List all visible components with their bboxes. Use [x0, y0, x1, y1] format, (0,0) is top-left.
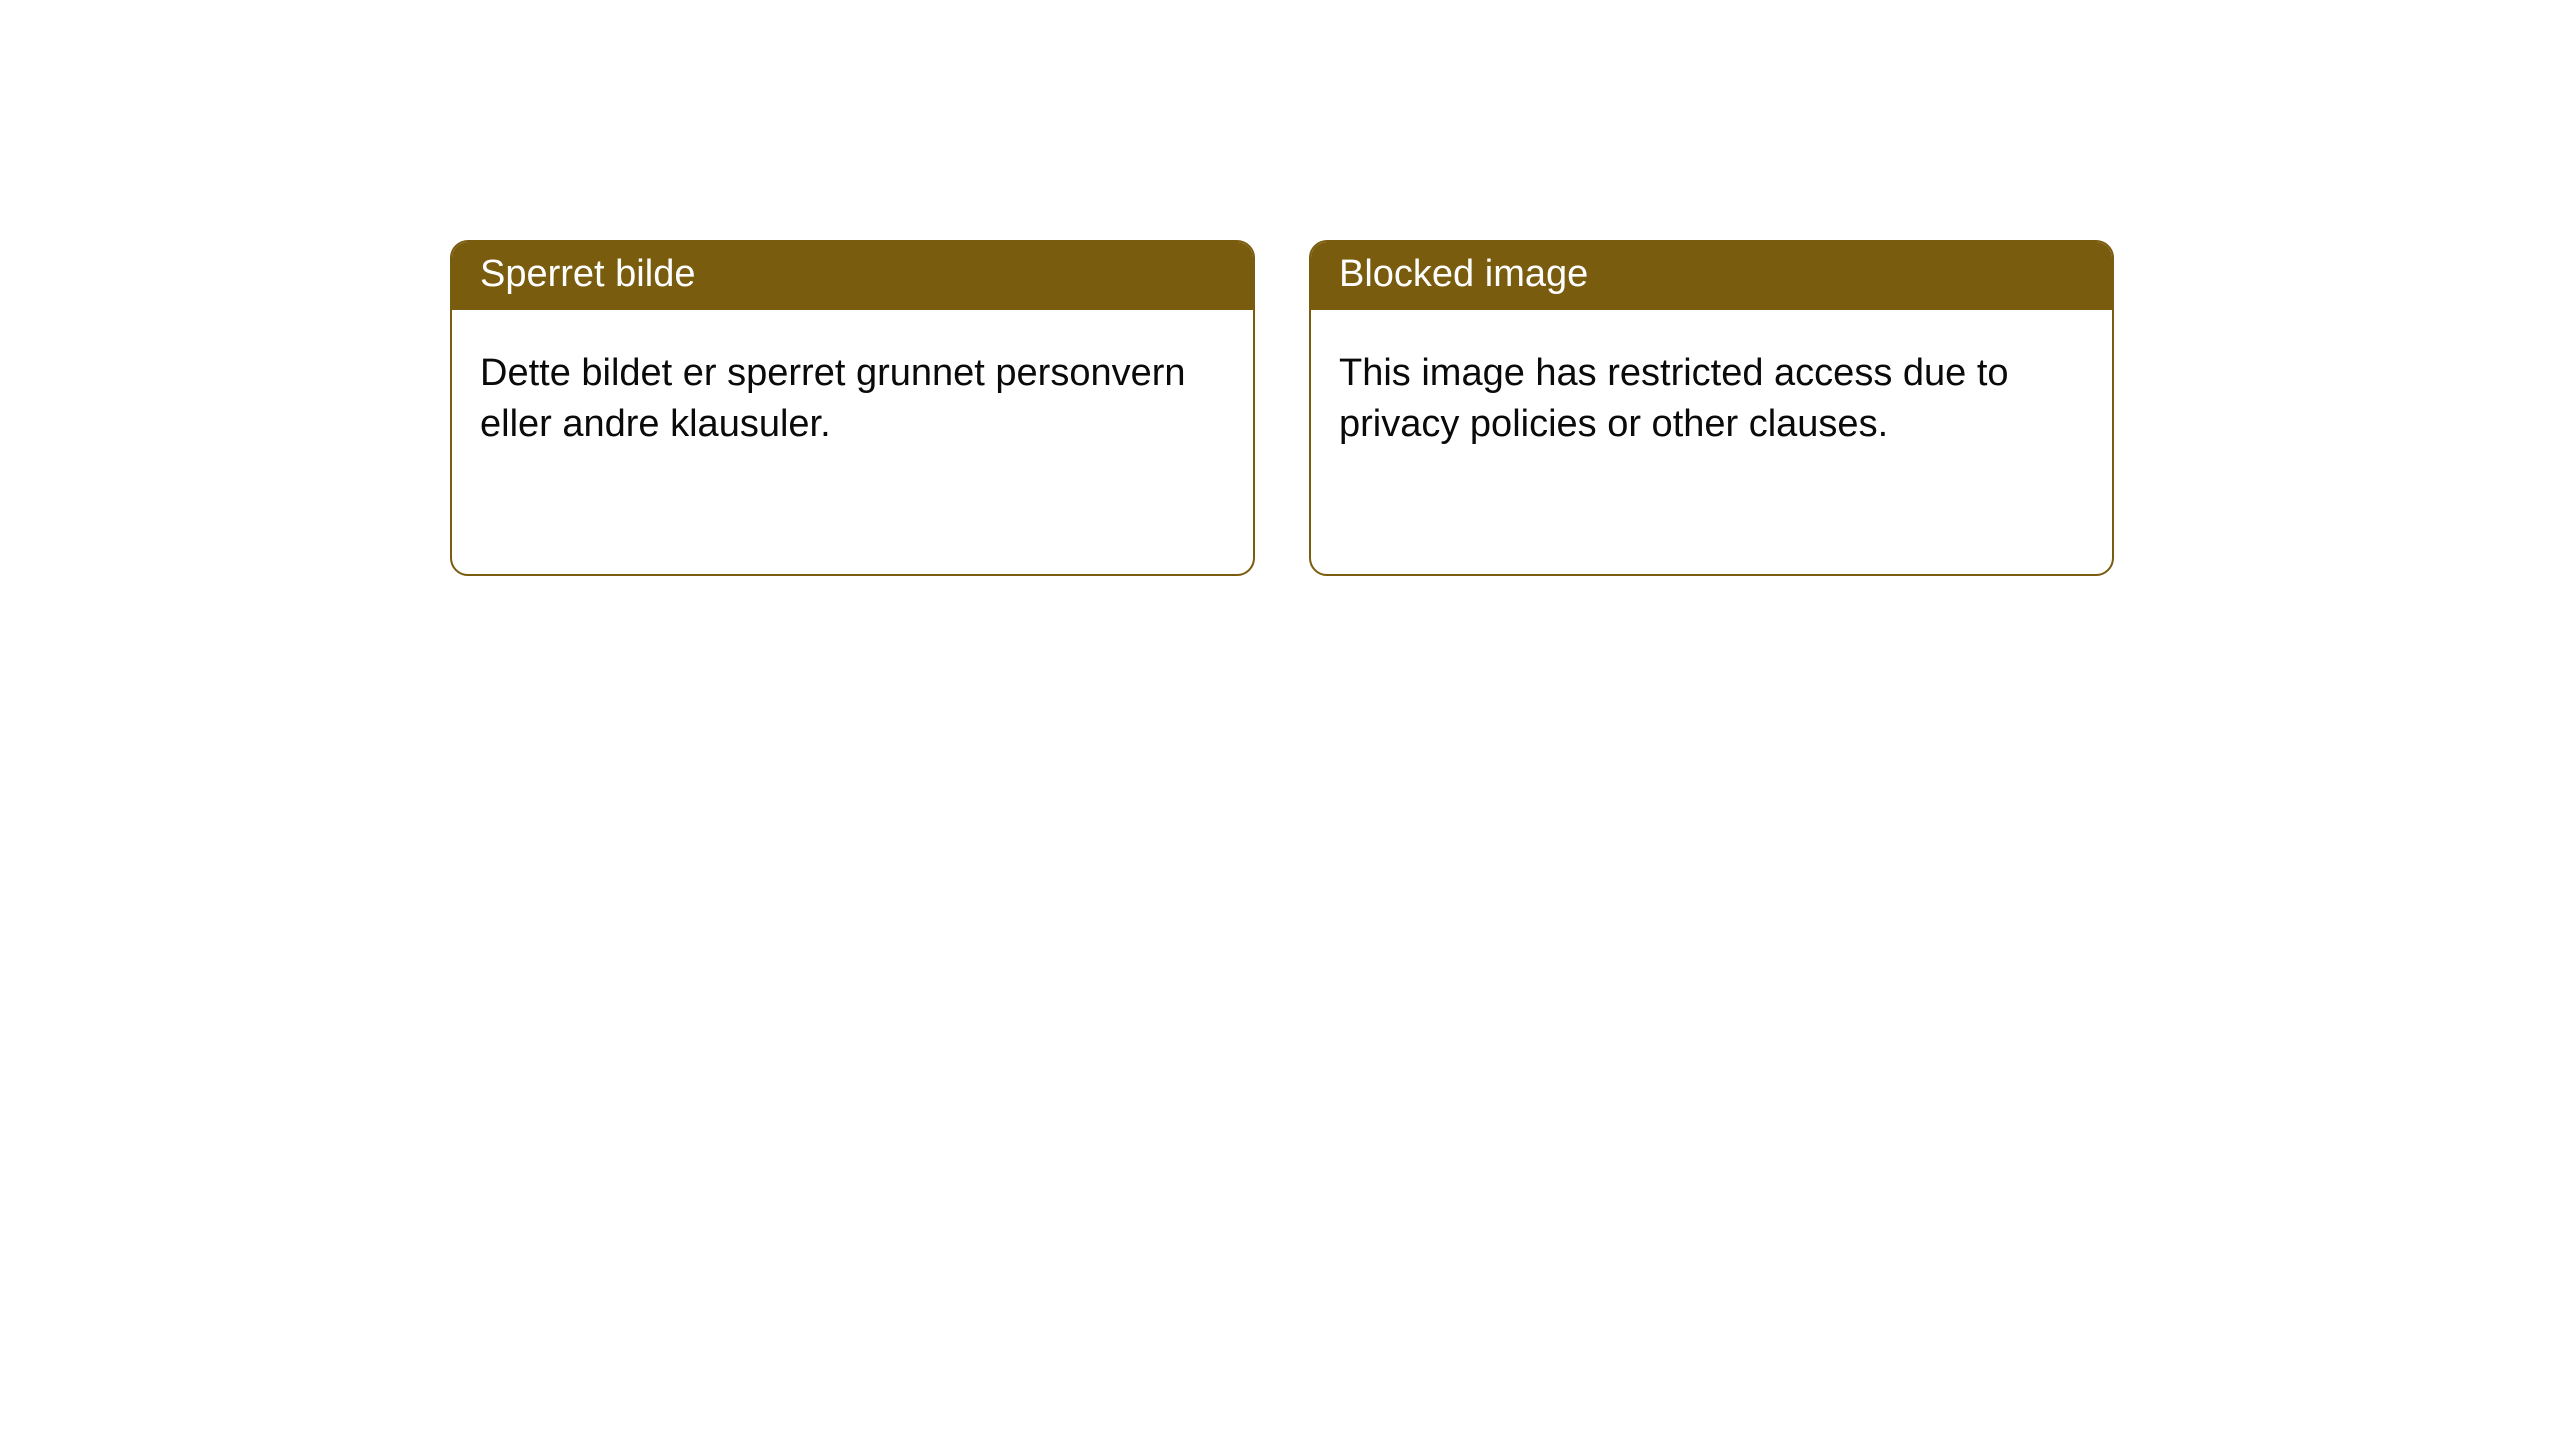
notice-header: Sperret bilde	[452, 242, 1253, 310]
notice-body: Dette bildet er sperret grunnet personve…	[452, 310, 1253, 479]
notice-body-text: Dette bildet er sperret grunnet personve…	[480, 352, 1186, 445]
notice-container: Sperret bilde Dette bildet er sperret gr…	[0, 0, 2560, 576]
notice-body: This image has restricted access due to …	[1311, 310, 2112, 479]
notice-card-norwegian: Sperret bilde Dette bildet er sperret gr…	[450, 240, 1255, 576]
notice-header: Blocked image	[1311, 242, 2112, 310]
notice-title: Blocked image	[1339, 253, 1588, 295]
notice-card-english: Blocked image This image has restricted …	[1309, 240, 2114, 576]
notice-body-text: This image has restricted access due to …	[1339, 352, 2009, 445]
notice-title: Sperret bilde	[480, 253, 695, 295]
